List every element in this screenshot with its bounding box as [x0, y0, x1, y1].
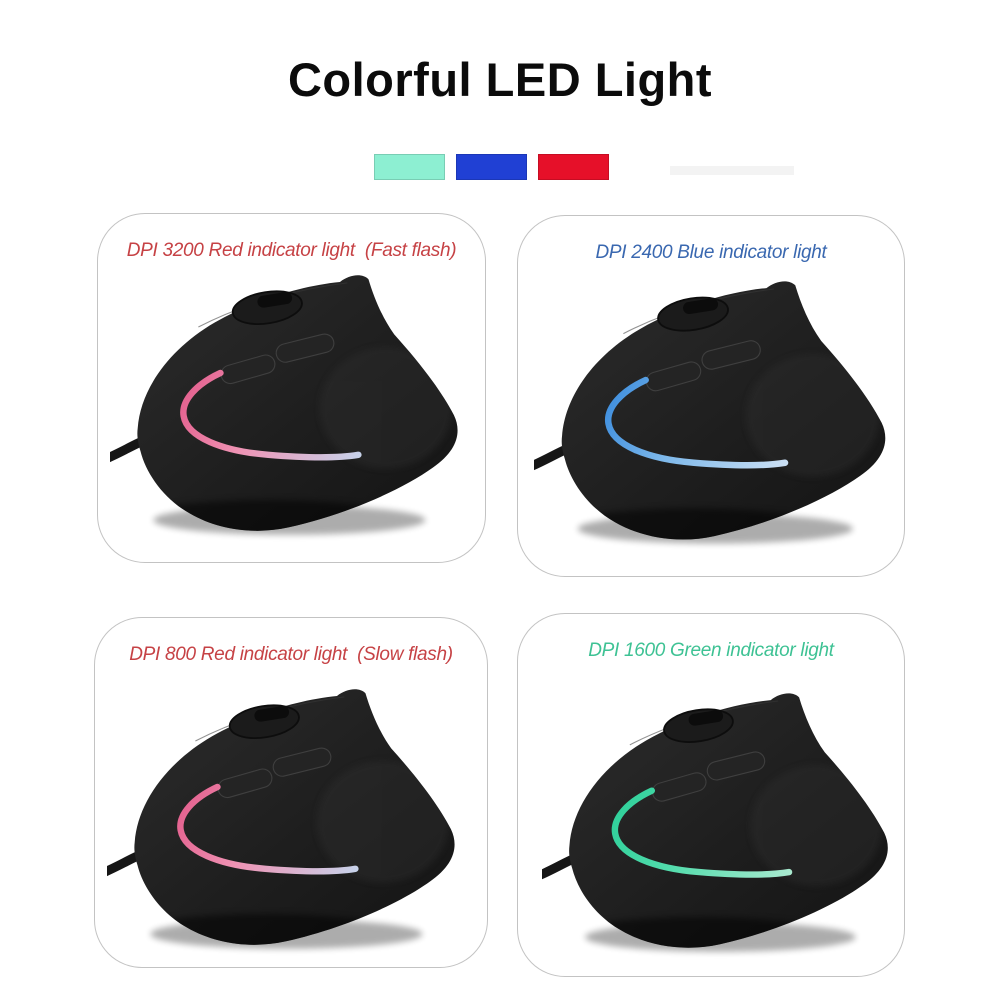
vertical-mouse-photo-green-led [542, 688, 908, 972]
vertical-mouse-photo-red-led [110, 270, 478, 555]
panel-dpi-3200-red-fast-flash: DPI 3200 Red indicator light (Fast flash… [97, 213, 486, 563]
panel-dpi-2400-blue: DPI 2400 Blue indicator light [517, 215, 905, 577]
swatch-white [670, 166, 794, 175]
panel-dpi-1600-green: DPI 1600 Green indicator light [517, 613, 905, 977]
panel-label-dpi-1600: DPI 1600 Green indicator light [588, 640, 834, 661]
swatch-blue [456, 154, 527, 180]
swatch-mint-green [374, 154, 445, 180]
vertical-mouse-photo-blue-led [534, 276, 906, 564]
panel-label-dpi-800: DPI 800 Red indicator light (Slow flash) [129, 644, 453, 665]
panel-dpi-800-red-slow-flash: DPI 800 Red indicator light (Slow flash) [94, 617, 488, 968]
page-title: Colorful LED Light [287, 53, 713, 106]
led-color-swatches [374, 154, 794, 180]
swatch-red [538, 154, 609, 180]
vertical-mouse-photo-red-led [107, 684, 475, 969]
mouse-body [542, 693, 888, 972]
panel-label-dpi-3200: DPI 3200 Red indicator light (Fast flash… [126, 240, 457, 261]
mouse-body [110, 275, 458, 555]
mouse-body [107, 689, 455, 969]
mouse-body [534, 281, 885, 564]
panel-label-dpi-2400: DPI 2400 Blue indicator light [595, 242, 827, 263]
